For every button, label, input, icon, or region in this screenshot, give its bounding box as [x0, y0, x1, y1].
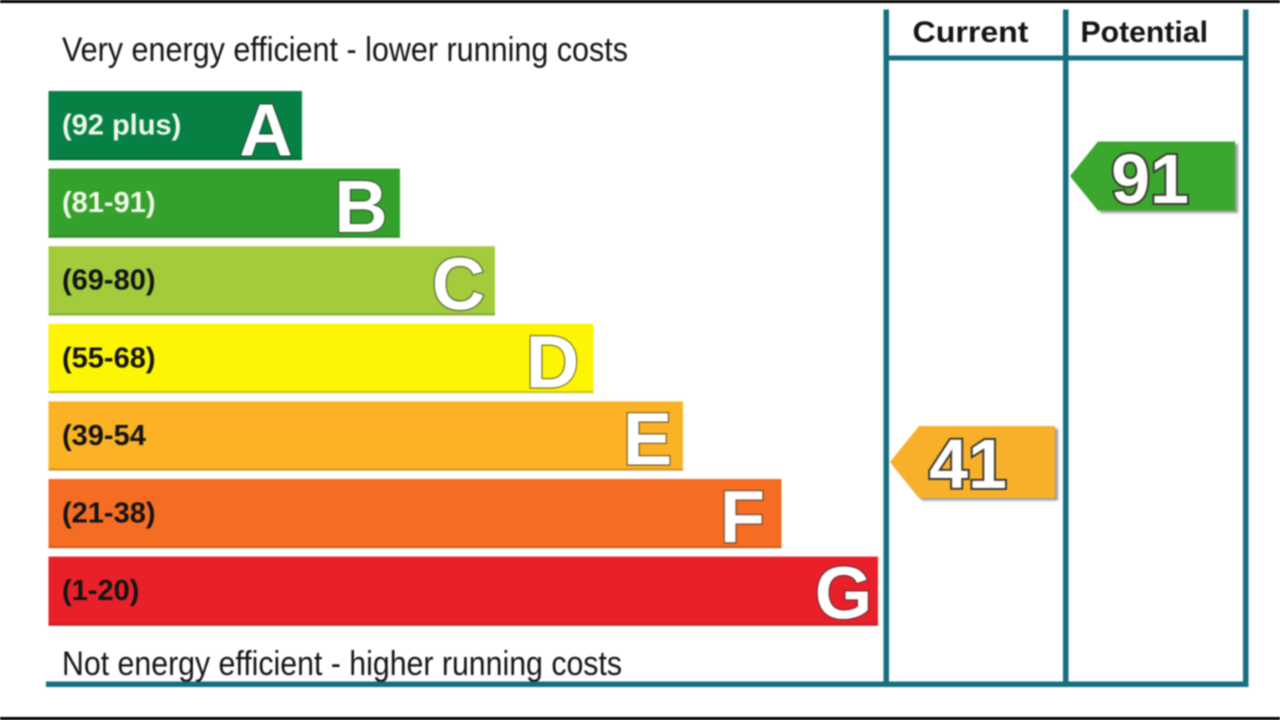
svg-text:(39-54: (39-54: [62, 420, 146, 452]
svg-text:B: B: [334, 165, 387, 248]
svg-text:Potential: Potential: [1081, 16, 1209, 49]
svg-text:D: D: [526, 320, 579, 403]
svg-text:A: A: [239, 89, 292, 172]
svg-text:(1-20): (1-20): [62, 575, 139, 607]
svg-text:91: 91: [1111, 140, 1189, 218]
svg-text:C: C: [432, 243, 485, 326]
svg-text:F: F: [720, 475, 765, 558]
svg-text:(21-38): (21-38): [62, 498, 156, 530]
svg-text:E: E: [623, 397, 672, 480]
svg-text:(81-91): (81-91): [62, 187, 156, 219]
svg-text:(92 plus): (92 plus): [62, 110, 181, 142]
svg-text:Not energy efficient - higher: Not energy efficient - higher running co…: [62, 645, 622, 683]
svg-text:Very energy efficient - lower: Very energy efficient - lower running co…: [62, 31, 628, 69]
svg-text:(69-80): (69-80): [62, 265, 156, 297]
svg-text:41: 41: [929, 425, 1007, 503]
svg-text:G: G: [815, 552, 873, 635]
svg-text:Current: Current: [913, 16, 1029, 49]
svg-text:(55-68): (55-68): [62, 342, 156, 374]
